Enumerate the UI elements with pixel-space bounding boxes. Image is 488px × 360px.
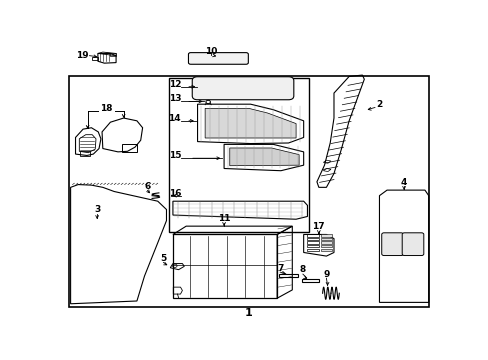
- Text: 3: 3: [94, 205, 100, 214]
- FancyBboxPatch shape: [401, 233, 423, 256]
- Text: 14: 14: [168, 114, 181, 123]
- Text: 7: 7: [276, 264, 283, 273]
- Text: 5: 5: [160, 254, 166, 263]
- Polygon shape: [229, 148, 299, 166]
- Text: 2: 2: [376, 100, 382, 109]
- Text: 10: 10: [204, 47, 217, 56]
- Text: 8: 8: [299, 265, 305, 274]
- Text: 9: 9: [323, 270, 329, 279]
- Polygon shape: [320, 238, 331, 240]
- Polygon shape: [320, 245, 331, 247]
- Polygon shape: [205, 108, 296, 138]
- FancyBboxPatch shape: [188, 53, 248, 64]
- Text: 18: 18: [100, 104, 113, 113]
- Bar: [169, 78, 309, 232]
- Polygon shape: [320, 234, 331, 237]
- FancyBboxPatch shape: [381, 233, 403, 256]
- Bar: [68, 76, 428, 307]
- Text: 11: 11: [217, 214, 230, 223]
- Polygon shape: [320, 249, 331, 251]
- Text: 19: 19: [76, 51, 88, 60]
- Text: 15: 15: [168, 151, 181, 160]
- Text: 4: 4: [400, 177, 407, 186]
- Text: 17: 17: [312, 222, 325, 231]
- Polygon shape: [189, 54, 246, 63]
- Polygon shape: [320, 242, 331, 244]
- Text: 16: 16: [168, 189, 181, 198]
- FancyBboxPatch shape: [192, 77, 293, 100]
- Text: 6: 6: [144, 182, 150, 191]
- Text: 1: 1: [244, 308, 252, 318]
- Text: 13: 13: [168, 94, 181, 103]
- Text: 12: 12: [168, 80, 181, 89]
